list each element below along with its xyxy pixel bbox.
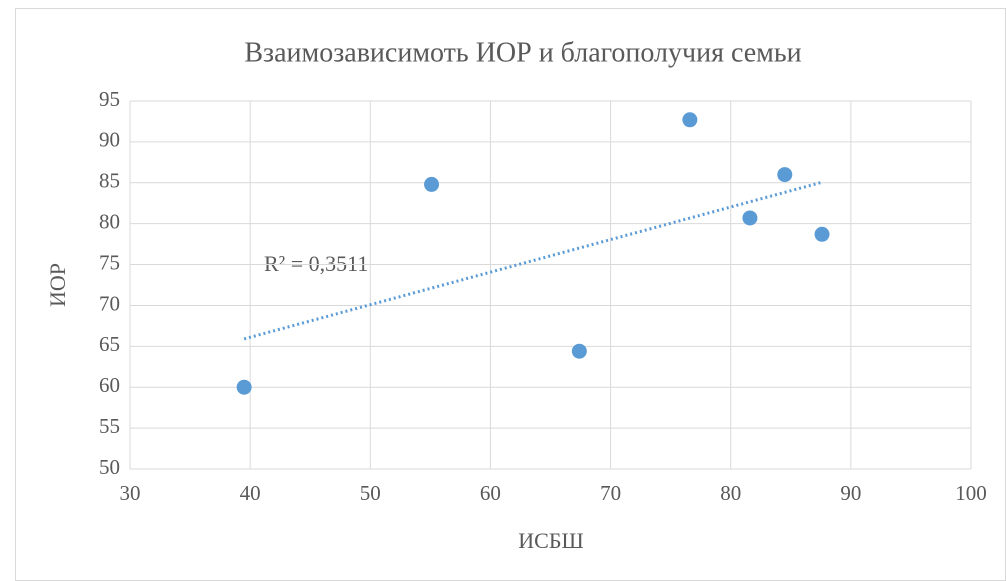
annotation: R² = 0,3511 <box>264 251 368 276</box>
y-axis-label: ИОР <box>45 263 70 307</box>
x-axis-label: ИСБШ <box>518 528 583 553</box>
y-tick-label: 90 <box>99 128 120 152</box>
y-tick-label: 60 <box>99 373 120 397</box>
x-tick-label: 50 <box>360 481 381 505</box>
y-tick-label: 55 <box>99 414 120 438</box>
chart-border <box>15 8 1006 581</box>
scatter-point <box>571 343 587 359</box>
scatter-point <box>682 112 698 128</box>
scatter-point <box>742 210 758 226</box>
y-tick-label: 75 <box>99 250 120 274</box>
x-tick-label: 90 <box>840 481 861 505</box>
x-tick-label: 80 <box>720 481 741 505</box>
scatter-point <box>814 226 830 242</box>
y-tick-label: 85 <box>99 169 120 193</box>
scatter-point <box>777 167 793 183</box>
x-tick-label: 60 <box>480 481 501 505</box>
scatter-point <box>424 176 440 192</box>
x-tick-label: 100 <box>955 481 987 505</box>
x-tick-label: 40 <box>240 481 261 505</box>
y-tick-label: 80 <box>99 209 120 233</box>
scatter-point <box>236 379 252 395</box>
chart-title: Взаимозависимоть ИОР и благополучия семь… <box>244 37 801 68</box>
y-tick-label: 95 <box>99 87 120 111</box>
y-tick-label: 65 <box>99 332 120 356</box>
x-tick-label: 70 <box>600 481 621 505</box>
y-tick-label: 50 <box>99 455 120 479</box>
x-tick-label: 30 <box>120 481 141 505</box>
y-tick-label: 70 <box>99 291 120 315</box>
